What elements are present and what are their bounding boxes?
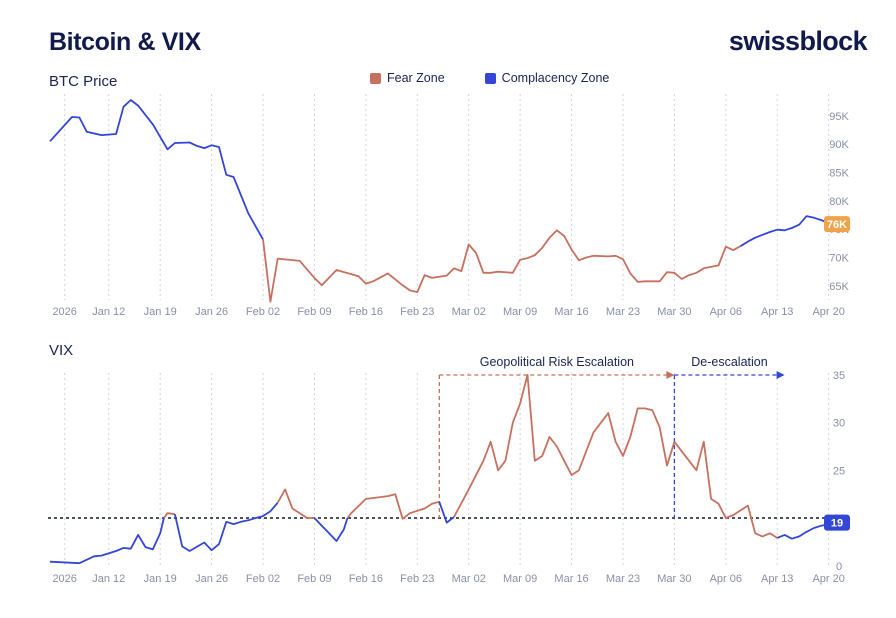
- chart-title: Bitcoin & VIX: [49, 28, 201, 56]
- vix-y-tick-label: 25: [833, 465, 845, 477]
- vix-x-tick-label: Feb 02: [246, 573, 280, 585]
- vix-plot: 2026 Jan 12 Jan 19 Jan 26 Feb 02 Feb 09 Feb 16…: [48, 355, 850, 585]
- vix-x-tick-label: Mar 23: [606, 573, 640, 585]
- vix-x-tick-label: Mar 09: [503, 573, 537, 585]
- legend-item-complacency: Complacency Zone: [484, 71, 610, 85]
- vix-x-tick-label: Feb 16: [349, 573, 383, 585]
- btc-x-tick-label: 2026: [52, 306, 76, 318]
- btc-panel-label: BTC Price: [49, 73, 118, 90]
- vix-series-fear: [453, 374, 778, 539]
- vix-panel-label: VIX: [49, 342, 74, 359]
- btc-y-tick-label: 90K: [829, 139, 849, 151]
- btc-y-tick-label: 80K: [829, 196, 849, 208]
- btc-x-tick-label: Jan 12: [92, 306, 125, 318]
- vix-series-fear: [346, 493, 440, 520]
- btc-x-tick-label: Mar 02: [452, 306, 486, 318]
- legend-item-fear: Fear Zone: [370, 71, 445, 85]
- vix-series-fear: [163, 512, 176, 519]
- btc-current-value-badge: [824, 216, 850, 233]
- legend-swatch-fear: [370, 72, 381, 84]
- btc-series-complacency: [740, 215, 837, 247]
- btc-x-tick-label: Feb 16: [349, 306, 383, 318]
- vix-y-tick-label: 35: [833, 370, 845, 382]
- vix-series-complacency: [49, 517, 165, 565]
- vix-x-tick-label: Jan 26: [195, 573, 228, 585]
- legend: Fear Zone Complacency Zone: [370, 71, 609, 85]
- vix-y-tick-label: 30: [833, 418, 845, 430]
- vix-x-tick-label: Mar 16: [554, 573, 588, 585]
- annotation-arrowhead-complacency: [776, 371, 785, 379]
- vix-x-tick-label: 2026: [52, 573, 76, 585]
- vix-y-tick-label: 0: [836, 561, 842, 573]
- btc-y-tick-label: 70K: [829, 253, 849, 265]
- btc-y-tick-label: 95K: [829, 111, 849, 123]
- btc-current-value-label: 76K: [827, 219, 847, 231]
- vix-series-complacency: [313, 517, 349, 542]
- btc-x-tick-label: Mar 09: [503, 306, 537, 318]
- vix-current-value-badge: [824, 514, 850, 531]
- annotation-arrowhead-fear: [666, 371, 675, 379]
- annotation-label-fear: Geopolitical Risk Escalation: [480, 355, 634, 369]
- btc-x-tick-label: Mar 30: [657, 306, 691, 318]
- btc-x-tick-label: Apr 06: [710, 306, 742, 318]
- vix-x-tick-label: Jan 19: [144, 573, 177, 585]
- vix-x-tick-label: Mar 30: [657, 573, 691, 585]
- vix-current-value-label: 19: [831, 518, 843, 530]
- btc-y-tick-label: 85K: [829, 168, 849, 180]
- legend-label-complacency: Complacency Zone: [501, 71, 610, 85]
- btc-x-tick-label: Jan 19: [144, 306, 177, 318]
- btc-y-tick-label: 65K: [829, 281, 849, 293]
- legend-swatch-complacency: [484, 72, 496, 84]
- btc-x-tick-label: Apr 20: [812, 306, 844, 318]
- vix-x-tick-label: Mar 02: [452, 573, 486, 585]
- btc-x-tick-label: Feb 23: [400, 306, 434, 318]
- btc-x-tick-label: Feb 02: [246, 306, 280, 318]
- btc-x-tick-label: Mar 23: [606, 306, 640, 318]
- vix-x-tick-label: Apr 20: [812, 573, 844, 585]
- btc-x-tick-label: Feb 09: [297, 306, 331, 318]
- vix-x-tick-label: Apr 06: [710, 573, 742, 585]
- brand-logo: swissblock: [728, 26, 868, 56]
- btc-x-tick-label: Apr 13: [761, 306, 793, 318]
- vix-series-complacency: [174, 502, 279, 552]
- legend-label-fear: Fear Zone: [387, 71, 445, 85]
- btc-series-fear: [262, 229, 741, 303]
- btc-series-complacency: [49, 99, 264, 240]
- btc-x-tick-label: Mar 16: [554, 306, 588, 318]
- vix-x-tick-label: Feb 23: [400, 573, 434, 585]
- vix-x-tick-label: Feb 09: [297, 573, 331, 585]
- vix-series-complacency: [438, 501, 455, 524]
- vix-series-fear: [276, 488, 315, 519]
- btc-plot: 2026 Jan 12 Jan 19 Jan 26 Feb 02 Feb 09 Feb 16…: [49, 94, 850, 318]
- vix-x-tick-label: Apr 13: [761, 573, 793, 585]
- btc-x-tick-label: Jan 26: [195, 306, 228, 318]
- annotation-label-complacency: De-escalation: [691, 355, 767, 369]
- vix-x-tick-label: Jan 12: [92, 573, 125, 585]
